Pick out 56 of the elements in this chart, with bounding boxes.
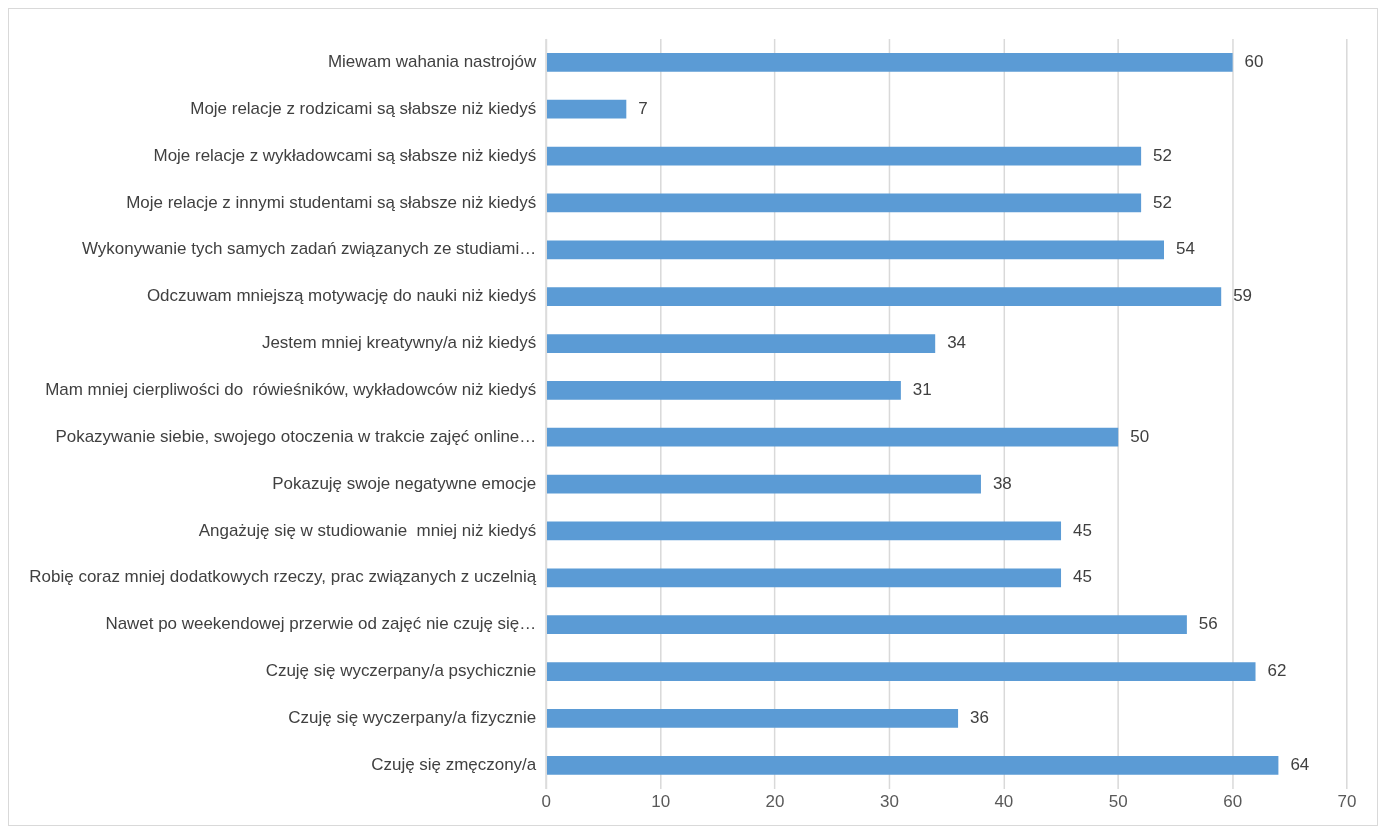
y-tick-label: Moje relacje z wykładowcami są słabsze niż kiedyś [153, 145, 537, 165]
y-tick-label: Miewam wahania nastrojów [327, 52, 537, 72]
x-tick-label: 30 [880, 791, 899, 811]
data-label: 62 [1267, 661, 1287, 681]
data-label: 52 [1153, 145, 1172, 165]
y-tick-label: Moje relacje z rodzicami są słabsze niż kiedyś [190, 98, 537, 118]
y-tick-label: Moje relacje z innymi studentami są słabsze niż kiedyś [126, 192, 537, 212]
y-tick-label: Nawet po weekendowej przerwie od zajęć nie czuję się… [105, 614, 537, 634]
bar [546, 568, 1062, 588]
bar [546, 709, 959, 728]
bar [546, 755, 1279, 775]
bar [546, 240, 1164, 260]
y-tick-label: Jestem mniej kreatywny/a niż kiedyś [261, 333, 537, 353]
bar [546, 334, 936, 353]
data-label: 54 [1175, 239, 1195, 259]
data-label: 52 [1153, 192, 1172, 212]
y-tick-label: Czuję się wyczerpany/a fizycznie [288, 708, 537, 728]
y-tick-label: Pokazywanie siebie, swojego otoczenia w trakcie zajęć online… [55, 426, 537, 446]
data-label: 64 [1290, 754, 1310, 774]
bar [546, 99, 627, 119]
data-label: 31 [912, 380, 932, 400]
y-tick-label: Pokazuję swoje negatywne emocje [272, 473, 537, 493]
data-label: 50 [1130, 426, 1150, 446]
data-label: 60 [1244, 52, 1264, 72]
y-tick-label: Wykonywanie tych samych zadań związanych ze studiami… [82, 239, 537, 259]
data-label: 59 [1233, 286, 1253, 306]
y-tick-label: Robię coraz mniej dodatkowych rzeczy, prac związanych z uczelnią [29, 567, 537, 587]
bar [546, 662, 1256, 681]
y-tick-label: Angażuję się w studiowanie mniej niż kiedyś [198, 520, 537, 540]
data-label: 45 [1073, 520, 1092, 540]
bar [546, 474, 981, 494]
bar [546, 146, 1142, 166]
bar [546, 52, 1233, 72]
bar [546, 615, 1187, 635]
x-tick-label: 20 [765, 791, 785, 811]
bar [546, 427, 1119, 447]
bar [546, 193, 1142, 213]
data-label: 36 [970, 708, 989, 728]
bar [546, 521, 1062, 541]
bar [546, 287, 1222, 307]
x-tick-label: 60 [1223, 791, 1243, 811]
x-tick-label: 0 [541, 791, 551, 811]
x-tick-label: 70 [1337, 791, 1357, 811]
data-label: 7 [638, 98, 648, 118]
bar [546, 381, 901, 400]
data-label: 45 [1073, 567, 1092, 587]
y-tick-label: Czuję się zmęczony/a [371, 754, 537, 774]
data-label: 56 [1198, 614, 1218, 634]
x-tick-label: 10 [651, 791, 671, 811]
y-tick-label: Czuję się wyczerpany/a psychicznie [265, 661, 537, 681]
data-label: 38 [992, 473, 1012, 493]
y-tick-label: Mam mniej cierpliwości do rówieśników, wykładowców niż kiedyś [45, 380, 537, 400]
x-tick-label: 50 [1108, 791, 1128, 811]
data-label: 34 [947, 333, 967, 353]
x-tick-label: 40 [994, 791, 1014, 811]
y-tick-label: Odczuwam mniejszą motywację do nauki niż kiedyś [146, 286, 537, 306]
